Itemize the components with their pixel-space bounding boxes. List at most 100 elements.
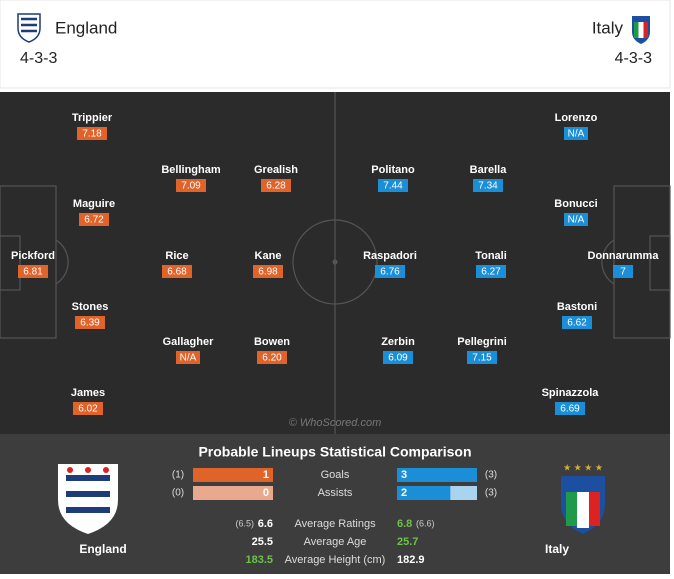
svg-text:★ ★ ★ ★: ★ ★ ★ ★: [563, 462, 603, 472]
player-name: Pellegrini: [457, 336, 507, 348]
player-name: Bellingham: [161, 164, 221, 176]
player-rating: 6.02: [78, 404, 98, 415]
away-value: 6.8: [397, 518, 412, 530]
away-bar: [397, 468, 477, 482]
player-rating: 6.39: [80, 318, 100, 329]
rating-badge: [383, 351, 413, 364]
rating-badge: [75, 316, 105, 329]
player-name: Trippier: [72, 112, 113, 124]
player-rating: 7: [620, 267, 626, 278]
rating-badge: [476, 265, 506, 278]
player-name: Bastoni: [557, 301, 597, 313]
comparison-home-team: England: [79, 542, 126, 556]
away-total: (3): [485, 470, 497, 481]
rating-badge: [176, 351, 200, 364]
comparison-away-team: Italy: [545, 542, 569, 556]
stat-label: Average Height (cm): [285, 554, 386, 566]
rating-badge: [473, 179, 503, 192]
player-rating: 6.98: [258, 267, 278, 278]
home-value: 0: [263, 487, 269, 499]
player-name: Tonali: [475, 250, 507, 262]
player-name: Zerbin: [381, 336, 415, 348]
comparison-title: Probable Lineups Statistical Comparison: [198, 444, 471, 460]
player-name: James: [71, 387, 105, 399]
away-note: (6.6): [416, 518, 435, 528]
away-value: 2: [401, 487, 407, 499]
player-name: Raspadori: [363, 250, 417, 262]
player-rating: 7.44: [383, 181, 403, 192]
rating-badge: [77, 127, 107, 140]
player-rating: N/A: [568, 215, 585, 226]
player-name: Kane: [255, 250, 282, 262]
rating-badge: [18, 265, 48, 278]
away-team-name: Italy: [592, 18, 624, 37]
player-name: Grealish: [254, 164, 298, 176]
rating-badge: [79, 213, 109, 226]
player-name: Pickford: [11, 250, 55, 262]
rating-badge: [176, 179, 206, 192]
player-rating: 6.69: [560, 404, 580, 415]
home-note: (6.5): [235, 518, 254, 528]
home-total: (0): [172, 488, 184, 499]
player-rating: 6.76: [380, 267, 400, 278]
italy-crest-large: ★ ★ ★ ★: [561, 462, 605, 534]
italy-crest-small: [632, 16, 650, 44]
rating-badge: [261, 179, 291, 192]
stat-label: Goals: [321, 469, 350, 481]
home-bar: [193, 468, 273, 482]
stat-label: Average Age: [304, 536, 367, 548]
rating-badge: [564, 213, 588, 226]
player-rating: 6.81: [23, 267, 43, 278]
away-value: 182.9: [397, 554, 425, 566]
rating-badge: [564, 127, 588, 140]
player-name: Bonucci: [554, 198, 597, 210]
player-name: Maguire: [73, 198, 115, 210]
home-total: (1): [172, 470, 184, 481]
watermark: © WhoScored.com: [289, 417, 381, 429]
player-rating: 7.34: [478, 181, 498, 192]
rating-badge: [73, 402, 103, 415]
home-value: 1: [263, 469, 269, 481]
away-value: 25.7: [397, 536, 418, 548]
home-formation: 4-3-3: [20, 50, 57, 67]
away-bar: [397, 486, 451, 500]
home-team-name: England: [55, 18, 117, 37]
player-rating: 7.09: [181, 181, 201, 192]
player-name: Spinazzola: [542, 387, 600, 399]
rating-badge: [162, 265, 192, 278]
player-rating: 6.68: [167, 267, 187, 278]
rating-badge: [613, 265, 633, 278]
rating-badge: [257, 351, 287, 364]
home-value: 6.6: [258, 518, 273, 530]
player-rating: 6.72: [84, 215, 104, 226]
player-name: Politano: [371, 164, 415, 176]
player-rating: N/A: [180, 353, 197, 364]
player-name: Barella: [470, 164, 508, 176]
player-name: Bowen: [254, 336, 290, 348]
rating-badge: [562, 316, 592, 329]
rating-badge: [467, 351, 497, 364]
player-rating: 6.20: [262, 353, 282, 364]
player-name: Stones: [72, 301, 109, 313]
home-value: 183.5: [245, 554, 273, 566]
rating-badge: [375, 265, 405, 278]
player-rating: N/A: [568, 129, 585, 140]
rating-badge: [253, 265, 283, 278]
away-formation: 4-3-3: [615, 50, 652, 67]
player-name: Lorenzo: [555, 112, 598, 124]
player-name: Donnarumma: [588, 250, 660, 262]
player-rating: 6.62: [567, 318, 587, 329]
england-crest-small: [17, 13, 41, 43]
rating-badge: [378, 179, 408, 192]
home-bar-track: [193, 486, 273, 500]
away-value: 3: [401, 469, 407, 481]
player-rating: 6.27: [481, 267, 501, 278]
player-rating: 6.28: [266, 181, 286, 192]
away-total: (3): [485, 488, 497, 499]
header: [0, 0, 671, 89]
rating-badge: [555, 402, 585, 415]
pitch: [0, 92, 671, 434]
player-rating: 7.15: [472, 353, 492, 364]
player-rating: 7.18: [82, 129, 102, 140]
